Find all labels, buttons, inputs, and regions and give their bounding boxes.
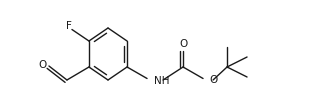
- Text: O: O: [39, 60, 47, 70]
- Text: O: O: [179, 39, 187, 49]
- Text: O: O: [209, 75, 217, 85]
- Text: F: F: [66, 21, 72, 31]
- Text: NH: NH: [154, 76, 170, 86]
